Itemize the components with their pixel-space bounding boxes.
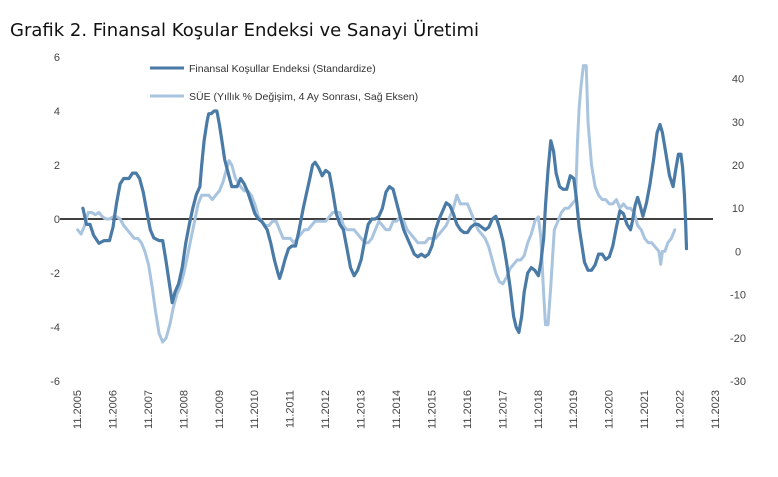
right-tick-label: 0	[735, 246, 741, 258]
x-tick-label: 11.2021	[639, 390, 651, 429]
series-layer	[78, 66, 687, 343]
series-line-fke	[83, 111, 687, 332]
left-tick-label: 2	[54, 160, 60, 172]
x-tick-label: 11.2010	[249, 390, 261, 429]
x-tick-label: 11.2007	[143, 390, 155, 429]
x-tick-label: 11.2005	[72, 390, 84, 429]
x-tick-label: 11.2009	[214, 390, 226, 429]
x-tick-label: 11.2018	[533, 390, 545, 429]
x-tick-label: 11.2023	[710, 390, 722, 429]
legend-label-sue: SÜE (Yıllık % Değişim, 4 Ay Sonrası, Sağ…	[189, 91, 418, 103]
x-tick-label: 11.2013	[356, 390, 368, 429]
left-tick-label: 6	[54, 52, 60, 64]
x-tick-label: 11.2017	[497, 390, 509, 429]
left-tick-label: -4	[50, 322, 60, 334]
x-tick-label: 11.2006	[107, 390, 119, 429]
x-axis-ticks: 11.2005 11.2006 11.2007 11.2008 11.2009 11.20…	[72, 390, 722, 429]
right-tick-label: -20	[730, 333, 746, 345]
series-line-sue	[78, 66, 675, 343]
right-axis-ticks: -30 -20 -10 0 10 20 30 40	[730, 74, 746, 388]
right-tick-label: -10	[730, 290, 746, 302]
x-tick-label: 11.2008	[178, 390, 190, 429]
right-tick-label: 10	[732, 203, 744, 215]
x-tick-label: 11.2016	[462, 390, 474, 429]
x-tick-label: 11.2019	[568, 390, 580, 429]
right-tick-label: -30	[730, 376, 746, 388]
right-tick-label: 30	[732, 117, 744, 129]
legend: Finansal Koşullar Endeksi (Standardize) …	[150, 63, 418, 103]
x-tick-label: 11.2020	[604, 390, 616, 429]
right-tick-label: 40	[732, 74, 744, 86]
left-tick-label: 4	[54, 106, 60, 118]
x-tick-label: 11.2011	[285, 390, 297, 428]
x-tick-label: 11.2014	[391, 390, 403, 429]
left-tick-label: -2	[50, 268, 60, 280]
x-tick-label: 11.2012	[320, 390, 332, 429]
legend-label-fke: Finansal Koşullar Endeksi (Standardize)	[189, 63, 376, 75]
left-tick-label: 0	[54, 214, 60, 226]
left-tick-label: -6	[50, 376, 60, 388]
x-tick-label: 11.2022	[675, 390, 687, 429]
left-axis-ticks: -6 -4 -2 0 2 4 6	[50, 52, 60, 388]
right-tick-label: 20	[732, 160, 744, 172]
x-tick-label: 11.2015	[426, 390, 438, 429]
